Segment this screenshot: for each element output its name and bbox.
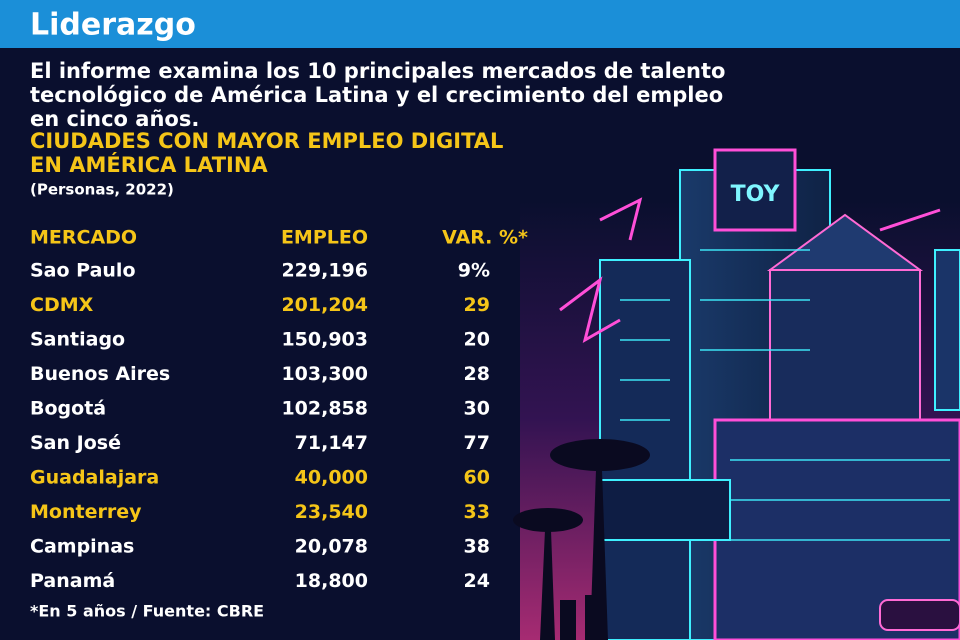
table-note: *En 5 años / Fuente: CBRE — [30, 602, 264, 621]
table-cell: Sao Paulo — [30, 260, 136, 282]
svg-text:TOY: TOY — [731, 182, 781, 207]
table-cell: 20,078 — [295, 536, 368, 558]
table-cell: 23,540 — [295, 501, 368, 523]
table-cell: 77 — [464, 432, 490, 454]
header-bar — [0, 0, 960, 48]
table-cell: 60 — [464, 467, 490, 489]
table-cell: 102,858 — [281, 398, 368, 420]
table-cell: 150,903 — [281, 329, 368, 351]
table-cell: Bogotá — [30, 398, 106, 420]
table-cell: 28 — [464, 363, 490, 385]
cityscape: TOY — [513, 148, 960, 640]
table-cell: 33 — [464, 501, 490, 523]
table-cell: 30 — [464, 398, 490, 420]
table-cell: 71,147 — [295, 432, 368, 454]
column-header: EMPLEO — [281, 227, 368, 249]
table-title: EN AMÉRICA LATINA — [30, 152, 268, 177]
intro-line: en cinco años. — [30, 107, 199, 131]
table-cell: 29 — [464, 294, 490, 316]
table-cell: 40,000 — [295, 467, 368, 489]
column-header: MERCADO — [30, 227, 137, 249]
table-cell: CDMX — [30, 294, 94, 316]
table-cell: 18,800 — [295, 570, 368, 592]
table-cell: 38 — [464, 536, 490, 558]
table-cell: Panamá — [30, 570, 115, 592]
table-cell: 103,300 — [281, 363, 368, 385]
table-cell: Campinas — [30, 536, 134, 558]
table-subtitle: (Personas, 2022) — [30, 181, 174, 199]
column-header: VAR. %* — [442, 227, 528, 249]
table-cell: Santiago — [30, 329, 125, 351]
table-cell: 229,196 — [281, 260, 368, 282]
intro-line: tecnológico de América Latina y el creci… — [30, 83, 723, 107]
table-cell: 24 — [464, 570, 490, 592]
table-title: CIUDADES CON MAYOR EMPLEO DIGITAL — [30, 129, 503, 153]
table-cell: San José — [30, 432, 121, 454]
table-cell: 20 — [464, 329, 490, 351]
table-cell: 201,204 — [281, 294, 368, 316]
intro-line: El informe examina los 10 principales me… — [30, 59, 725, 83]
header-title: Liderazgo — [30, 8, 196, 43]
table-cell: 9% — [458, 260, 490, 282]
table-cell: Buenos Aires — [30, 363, 170, 385]
table-cell: Monterrey — [30, 501, 142, 523]
table-cell: Guadalajara — [30, 467, 159, 489]
